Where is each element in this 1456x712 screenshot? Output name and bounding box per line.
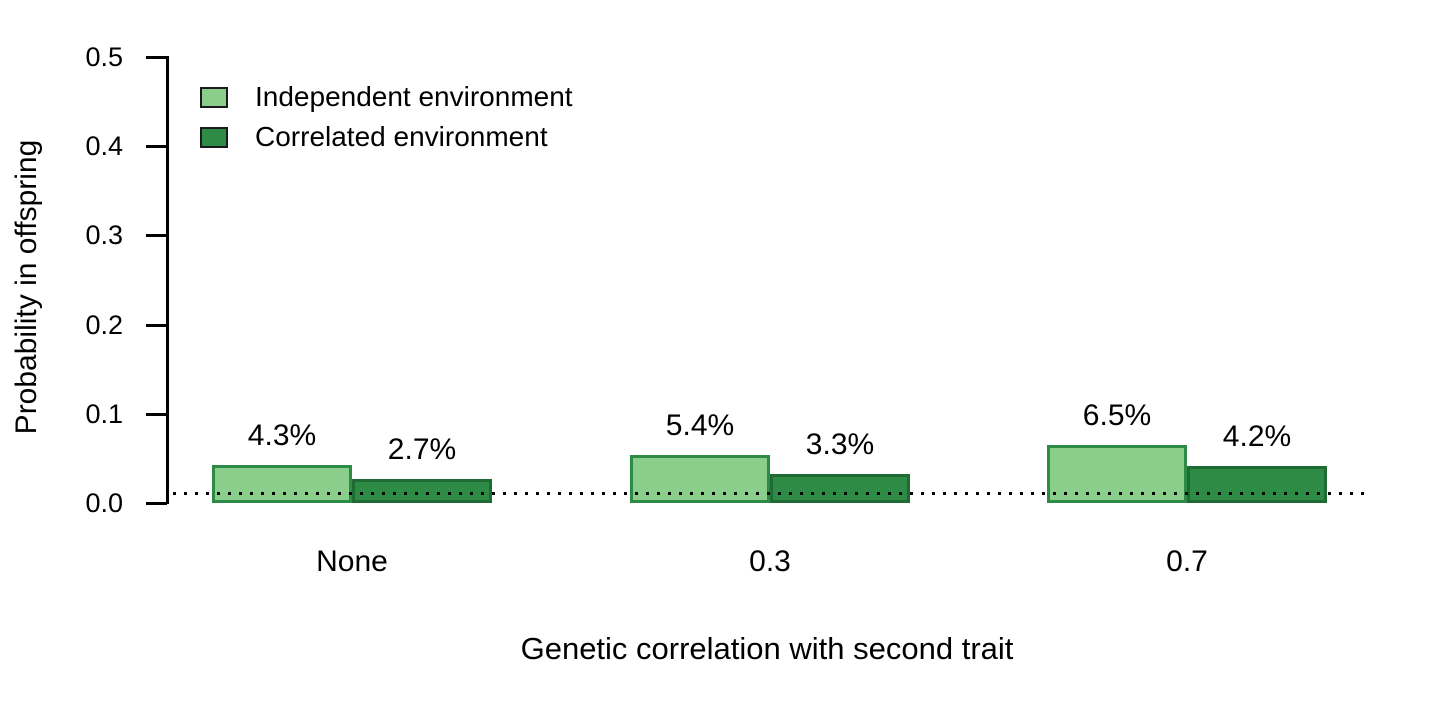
x-category-label: None [316, 545, 388, 578]
bar-value-label: 2.7% [387, 433, 457, 466]
bar-value-label: 5.4% [665, 409, 735, 442]
bar-value-label: 4.2% [1222, 420, 1292, 453]
bar-value-label: 4.3% [247, 419, 317, 452]
bar-correlated-0.3 [770, 474, 910, 503]
y-tick-label: 0.2 [85, 309, 123, 340]
legend-swatch-icon [200, 86, 228, 108]
baseline-dotted-line [173, 492, 1367, 495]
y-tick-mark [146, 56, 167, 59]
y-tick-mark [146, 412, 167, 416]
bar-value-label: 3.3% [805, 428, 875, 461]
x-category-label: 0.3 [749, 545, 791, 578]
legend-label: Independent environment [255, 81, 573, 112]
y-tick-label: 0.4 [85, 131, 123, 162]
y-tick-label: 0.1 [85, 398, 123, 429]
bar-correlated-0.7 [1187, 466, 1327, 503]
y-tick-label: 0.5 [85, 42, 123, 72]
legend-label: Correlated environment [255, 121, 548, 152]
y-tick-label: 0.0 [85, 488, 123, 518]
y-axis-title: Probability in offspring [10, 139, 43, 435]
legend: Independent environment Correlated enviro… [200, 77, 573, 157]
bar-independent-None [212, 465, 352, 503]
x-category-label: 0.7 [1166, 545, 1208, 578]
y-tick-mark [146, 234, 167, 238]
plot-area: 0.0 0.1 0.2 0.3 0.4 0.5 4.3% 5.4% 6.5% 2.7% 3.3% 4… [85, 42, 1367, 578]
y-tick-mark [146, 145, 167, 149]
bar-independent-0.3 [630, 455, 770, 503]
y-tick-mark [146, 323, 167, 327]
y-axis-line [166, 56, 169, 504]
x-axis-title: Genetic correlation with second trait [520, 631, 1014, 666]
legend-item: Independent environment [200, 77, 573, 117]
legend-swatch-icon [200, 126, 228, 148]
legend-item: Correlated environment [200, 117, 573, 157]
bar-correlated-None [352, 479, 492, 503]
y-tick-mark [146, 502, 167, 505]
y-tick-label: 0.3 [85, 220, 123, 251]
bar-value-label: 6.5% [1082, 399, 1152, 432]
